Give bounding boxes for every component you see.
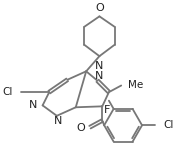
Text: Me: Me bbox=[128, 80, 143, 90]
Text: N: N bbox=[95, 71, 104, 81]
Text: Cl: Cl bbox=[163, 120, 173, 130]
Text: Cl: Cl bbox=[2, 87, 12, 97]
Text: N: N bbox=[29, 100, 37, 110]
Text: O: O bbox=[76, 123, 85, 133]
Text: N: N bbox=[95, 61, 104, 71]
Text: N: N bbox=[54, 116, 62, 126]
Text: F: F bbox=[104, 105, 110, 115]
Text: O: O bbox=[95, 3, 104, 13]
